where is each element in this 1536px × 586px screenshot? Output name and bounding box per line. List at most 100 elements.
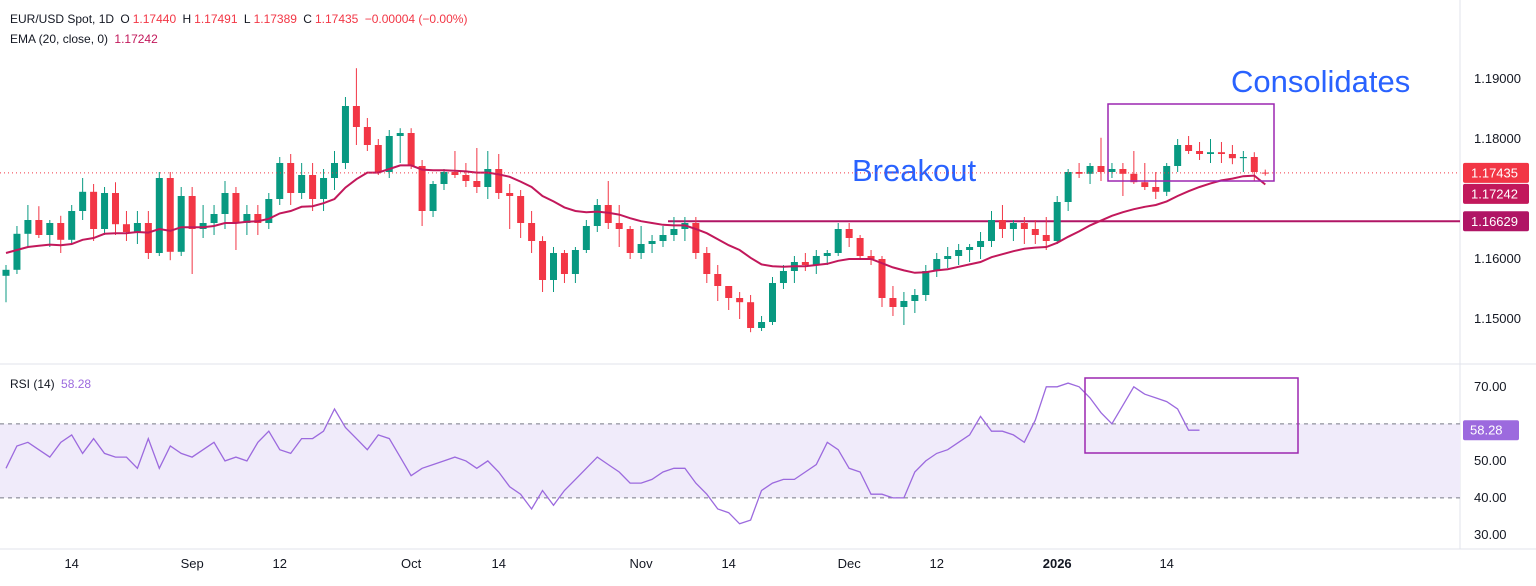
candle-body [418,166,426,211]
candle-body [407,133,415,166]
time-tick-label: 14 [1159,556,1173,571]
candle-body [2,269,10,276]
candle-body [812,256,820,265]
time-tick-label: Dec [838,556,862,571]
candle-body [429,184,437,211]
time-tick-label: 2026 [1043,556,1072,571]
candle-body [637,244,645,253]
rsi-consolidation-box [1084,377,1299,454]
rsi-band-group [0,423,1460,499]
candle-body [287,163,295,193]
candle-body [199,223,207,229]
candle-body [298,175,306,193]
candle-body [79,191,87,211]
candle-body [900,301,908,307]
candle-body [101,193,109,229]
consolidates-annotation: Consolidates [1231,64,1410,99]
candle-body [1250,157,1258,172]
candle-body [1020,223,1028,229]
candle-body [352,106,360,127]
candle-body [1009,223,1017,229]
candle-body [385,136,393,172]
candle-body [363,127,371,145]
candle-body [232,193,240,223]
candle-body [966,247,974,250]
consolidation-box [1107,103,1275,182]
candle-body [331,163,338,178]
candle-body [188,196,196,229]
low-label: L [243,12,251,26]
candle-body [166,178,174,252]
candles-group [2,68,1269,333]
candle-body [736,298,744,303]
candle-body [112,193,119,225]
candle-body [1141,182,1149,187]
candle-body [309,175,317,199]
low-value: 1.17389 [253,12,297,26]
candle-body [571,250,579,274]
candle-body [988,220,995,241]
candle-body [626,229,634,253]
time-tick-label: 14 [492,556,506,571]
candle-body [177,196,185,252]
ohlc-legend: EUR/USD Spot, 1D O 1.17440 H 1.17491 L 1.17… [10,12,470,26]
rsi-value-badge-text: 58.28 [1470,423,1503,438]
time-tick-label: 12 [930,556,944,571]
candle-body [341,106,349,163]
candle-body [593,205,601,226]
price-tick-label: 1.19000 [1474,71,1521,86]
candle-body [1053,202,1061,241]
candle-body [604,205,612,223]
candle-body [374,145,382,172]
close-value: 1.17435 [314,12,359,26]
candle-body [495,169,503,193]
candle-body [133,223,141,232]
last-price-badge-text: 1.17435 [1471,165,1518,180]
candle-body [582,226,590,250]
candle-body [615,223,623,229]
candle-body [1217,152,1225,154]
candle-body [90,191,98,229]
candle-body [1174,145,1182,166]
candle-body [747,302,755,328]
ema-line [5,164,1266,274]
candle-body [933,259,941,271]
candle-body [1196,151,1204,154]
candle-body [867,256,875,259]
candle-body [462,175,470,181]
candle-body [856,238,864,256]
candle-body [1064,172,1072,202]
breakout-annotation: Breakout [852,153,976,188]
candle-body [560,253,568,274]
candle-body [210,214,218,223]
candle-body [998,220,1006,229]
rsi-line [5,382,1200,525]
candle-body [254,214,262,223]
candle-body [1152,187,1160,192]
rsi-band [0,423,1460,498]
candle-body [725,286,733,298]
time-tick-label: Oct [401,556,422,571]
candle-body [823,253,831,256]
candle-body [911,295,919,301]
candle-body [659,235,667,241]
time-tick-label: 14 [721,556,735,571]
candle-body [46,223,54,235]
symbol-label: EUR/USD Spot, 1D [10,12,115,26]
candle-body [922,271,930,295]
time-axis: 14 Sep 12 Oct 14 Nov 14 Dec 12 2026 14 [64,556,1173,571]
candle-body [155,178,163,253]
candle-body [122,224,130,232]
candle-body [1207,152,1214,154]
price-tick-label: 1.15000 [1474,311,1521,326]
time-tick-label: 12 [273,556,287,571]
ema-legend: EMA (20, close, 0) 1.17242 [10,32,161,46]
candle-body [517,196,525,223]
candle-body [528,223,536,241]
candle-body [845,229,853,238]
level-price-badge-text: 1.16629 [1471,214,1518,229]
candle-body [484,169,492,187]
candle-body [396,133,404,136]
